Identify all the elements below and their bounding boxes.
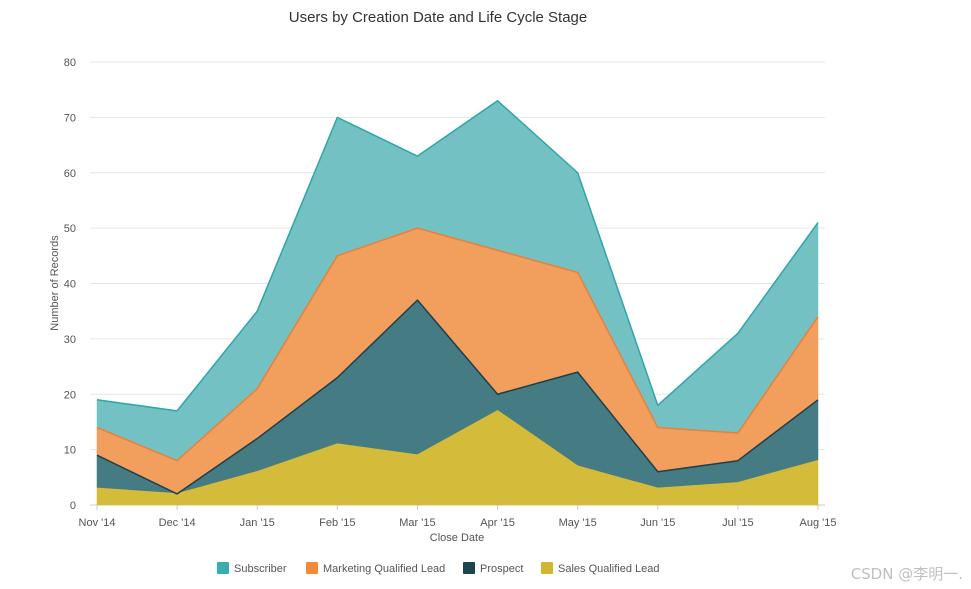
x-tick-label: Jun '15 [640,517,675,529]
legend-swatch-subscriber [217,562,229,574]
legend-swatch-prospect [463,562,475,574]
y-tick-label: 80 [64,57,76,69]
y-tick-label: 70 [64,112,76,124]
y-tick-label: 60 [64,168,76,180]
legend: Subscriber Marketing Qualified Lead Prospe… [217,562,660,575]
series-areas [96,100,819,506]
watermark: CSDN @李明一. [850,565,963,583]
y-axis-title: Number of Records [49,235,61,331]
x-tick-label: Jan '15 [240,517,275,529]
legend-label-sales-qualified-lead: Sales Qualified Lead [558,563,660,575]
legend-swatch-sales-qualified-lead [541,562,553,574]
legend-label-subscriber: Subscriber [234,563,287,575]
x-tick-label: Apr '15 [480,517,515,529]
y-axis-ticks: 0 10 20 30 40 50 60 70 80 [64,57,76,512]
x-axis-title: Close Date [430,532,484,544]
legend-swatch-marketing-qualified-lead [306,562,318,574]
x-tick-label: Jul '15 [722,517,753,529]
y-tick-label: 0 [70,500,76,512]
y-tick-label: 50 [64,223,76,235]
line-prospect [96,299,819,495]
x-axis-ticks: Nov '14 Dec '14 Jan '15 Feb '15 Mar '15 Apr '… [79,505,837,529]
y-tick-label: 20 [64,389,76,401]
x-tick-label: Nov '14 [79,517,116,529]
legend-label-marketing-qualified-lead: Marketing Qualified Lead [323,563,445,575]
y-tick-label: 30 [64,334,76,346]
x-tick-label: May '15 [559,517,597,529]
x-tick-label: Dec '14 [159,517,196,529]
line-subscriber [96,100,819,412]
x-tick-label: Feb '15 [319,517,355,529]
x-tick-label: Mar '15 [399,517,435,529]
x-tick-label: Aug '15 [800,517,837,529]
y-tick-label: 40 [64,279,76,291]
y-tick-label: 10 [64,445,76,457]
line-sales-qualified-lead [96,410,819,495]
series-lines [96,100,819,495]
legend-label-prospect: Prospect [480,563,523,575]
line-marketing-qualified-lead [96,227,819,462]
chart-title: Users by Creation Date and Life Cycle St… [289,9,587,26]
